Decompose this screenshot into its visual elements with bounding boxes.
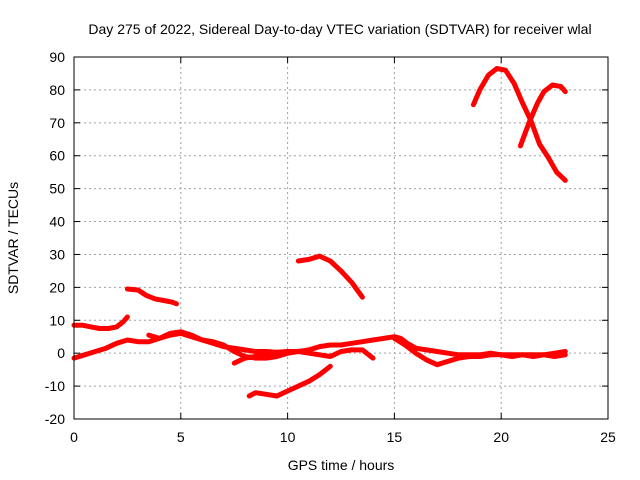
y-axis-label: SDTVAR / TECUs — [5, 182, 21, 294]
y-tick-label: 90 — [49, 49, 65, 65]
series-line-s1 — [71, 314, 130, 331]
axis-ticks: 0 5 10 15 20 25 -20 -10 0 10 20 30 40 50 60 70 80 90 — [45, 49, 616, 445]
series-line-s7 — [246, 363, 333, 399]
y-tick-label: 10 — [49, 312, 65, 328]
x-axis-label: GPS time / hours — [288, 457, 395, 473]
y-tick-label: 70 — [49, 115, 65, 131]
series-line-s6 — [391, 335, 568, 368]
plot-frame — [73, 56, 609, 420]
chart-title: Day 275 of 2022, Sidereal Day-to-day VTE… — [88, 21, 591, 37]
series-line-s10 — [517, 82, 568, 149]
y-tick-label: 40 — [49, 214, 65, 230]
x-tick-label: 25 — [600, 429, 616, 445]
y-tick-label: -10 — [45, 378, 65, 394]
series-line-s9 — [470, 66, 568, 183]
y-tick-label: 50 — [49, 181, 65, 197]
x-tick-label: 5 — [177, 429, 185, 445]
y-tick-label: 30 — [49, 246, 65, 262]
y-tick-label: -20 — [45, 411, 65, 427]
y-tick-label: 60 — [49, 148, 65, 164]
data-series-group — [71, 66, 568, 399]
x-tick-label: 0 — [70, 429, 78, 445]
series-line-s2 — [124, 286, 179, 307]
series-line-s5 — [231, 347, 376, 366]
series-line-s8 — [295, 253, 365, 300]
y-tick-label: 0 — [57, 345, 65, 361]
y-tick-label: 80 — [49, 82, 65, 98]
y-tick-label: 20 — [49, 279, 65, 295]
x-tick-label: 20 — [493, 429, 509, 445]
x-tick-label: 15 — [387, 429, 403, 445]
x-tick-label: 10 — [280, 429, 296, 445]
